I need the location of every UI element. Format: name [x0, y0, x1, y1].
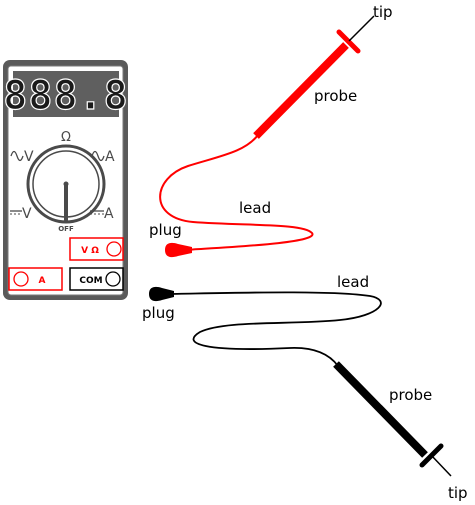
off-label: OFF	[58, 225, 74, 233]
dc-current-range: A	[90, 206, 114, 222]
ac-current-label: A	[105, 149, 115, 165]
black-plug-label: plug	[142, 304, 175, 322]
selector-pivot	[63, 181, 69, 187]
dc-voltage-label: V	[22, 206, 32, 222]
jack-amps-label: A	[39, 276, 46, 286]
red-probe-tip	[348, 15, 375, 42]
red-test-lead: tip probe lead plug	[149, 3, 393, 258]
jack-common[interactable]: COM	[69, 267, 124, 291]
red-tip-label: tip	[373, 3, 393, 21]
red-probe-guard	[336, 29, 361, 54]
ac-voltage-range: V	[10, 149, 34, 165]
ac-voltage-label: V	[24, 149, 34, 165]
display-panel	[13, 71, 119, 117]
red-plug-label: plug	[149, 221, 182, 239]
jack-volt-ohm-socket	[106, 241, 122, 257]
red-probe-body	[253, 42, 349, 139]
dc-voltage-range: V	[10, 206, 32, 222]
red-probe-label: probe	[314, 87, 357, 105]
black-probe-body	[333, 361, 428, 458]
black-lead-label: lead	[337, 273, 369, 291]
ac-wave-icon	[10, 150, 24, 162]
black-probe-tip	[430, 454, 452, 477]
black-tip-label: tip	[448, 484, 468, 502]
ac-current-range: A	[91, 149, 115, 165]
jack-common-label: COM	[79, 276, 102, 286]
display-readout: 888.8	[3, 73, 128, 119]
black-lead-wire	[164, 291, 382, 367]
dc-current-label: A	[104, 206, 114, 222]
red-plug	[165, 242, 192, 258]
black-test-lead: lead plug probe tip	[142, 273, 468, 502]
jack-volt-ohm[interactable]: V Ω	[69, 237, 124, 261]
ac-wave-icon	[91, 150, 105, 162]
jack-common-socket	[105, 271, 121, 287]
jack-volt-ohm-label: V Ω	[81, 246, 99, 256]
ohm-range-label: Ω	[61, 130, 71, 145]
jack-amps[interactable]: A	[8, 267, 63, 291]
black-plug	[149, 286, 174, 302]
black-probe-label: probe	[389, 386, 432, 404]
red-lead-wire	[159, 134, 314, 251]
multimeter: 888.8 Ω V A V A OFF V Ω	[3, 60, 128, 300]
jack-amps-socket	[13, 271, 29, 287]
red-lead-label: lead	[239, 199, 271, 217]
